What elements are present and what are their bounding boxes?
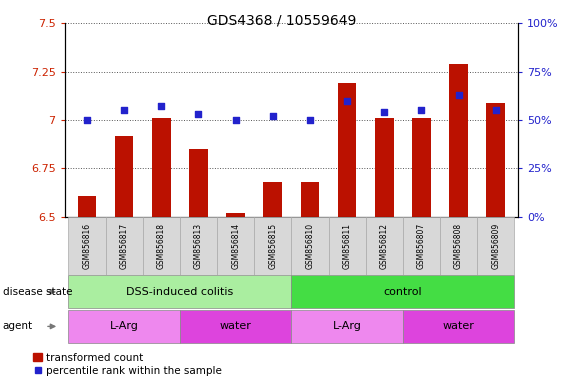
Bar: [301, 182, 319, 217]
Text: GSM856816: GSM856816: [83, 223, 92, 269]
Bar: [292, 310, 403, 343]
Bar: [143, 217, 180, 275]
Bar: [78, 195, 96, 217]
Text: disease state: disease state: [3, 287, 72, 297]
Bar: [440, 217, 477, 275]
Bar: [189, 149, 208, 217]
Text: GSM856808: GSM856808: [454, 223, 463, 269]
Bar: [254, 217, 292, 275]
Text: control: control: [383, 287, 422, 297]
Point: [417, 107, 426, 113]
Legend: transformed count, percentile rank within the sample: transformed count, percentile rank withi…: [33, 353, 222, 376]
Point: [454, 92, 463, 98]
Bar: [180, 310, 292, 343]
Bar: [403, 310, 514, 343]
Bar: [486, 103, 505, 217]
Bar: [328, 217, 365, 275]
Bar: [115, 136, 133, 217]
Point: [305, 117, 314, 123]
Bar: [226, 213, 245, 217]
Text: GSM856811: GSM856811: [342, 223, 351, 269]
Text: GSM856809: GSM856809: [491, 223, 500, 269]
Text: GSM856812: GSM856812: [379, 223, 388, 269]
Bar: [263, 182, 282, 217]
Bar: [292, 275, 514, 308]
Point: [269, 113, 278, 119]
Bar: [375, 118, 394, 217]
Bar: [477, 217, 514, 275]
Point: [491, 107, 500, 113]
Text: GSM856813: GSM856813: [194, 223, 203, 269]
Text: DSS-induced colitis: DSS-induced colitis: [126, 287, 234, 297]
Bar: [338, 83, 356, 217]
Bar: [106, 217, 143, 275]
Text: agent: agent: [3, 321, 33, 331]
Bar: [69, 217, 106, 275]
Bar: [180, 217, 217, 275]
Text: GSM856814: GSM856814: [231, 223, 240, 269]
Bar: [412, 118, 431, 217]
Text: L-Arg: L-Arg: [333, 321, 361, 331]
Bar: [292, 217, 328, 275]
Text: GDS4368 / 10559649: GDS4368 / 10559649: [207, 13, 356, 27]
Text: GSM856810: GSM856810: [305, 223, 314, 269]
Bar: [69, 310, 180, 343]
Point: [120, 107, 129, 113]
Text: water: water: [443, 321, 475, 331]
Bar: [152, 118, 171, 217]
Point: [157, 103, 166, 109]
Text: water: water: [220, 321, 252, 331]
Bar: [217, 217, 254, 275]
Bar: [365, 217, 403, 275]
Text: L-Arg: L-Arg: [110, 321, 138, 331]
Text: GSM856817: GSM856817: [120, 223, 129, 269]
Bar: [449, 64, 468, 217]
Text: GSM856807: GSM856807: [417, 223, 426, 269]
Point: [342, 98, 351, 104]
Point: [83, 117, 92, 123]
Text: GSM856815: GSM856815: [269, 223, 278, 269]
Text: GSM856818: GSM856818: [157, 223, 166, 269]
Point: [379, 109, 388, 115]
Point: [194, 111, 203, 117]
Bar: [69, 275, 292, 308]
Point: [231, 117, 240, 123]
Bar: [403, 217, 440, 275]
